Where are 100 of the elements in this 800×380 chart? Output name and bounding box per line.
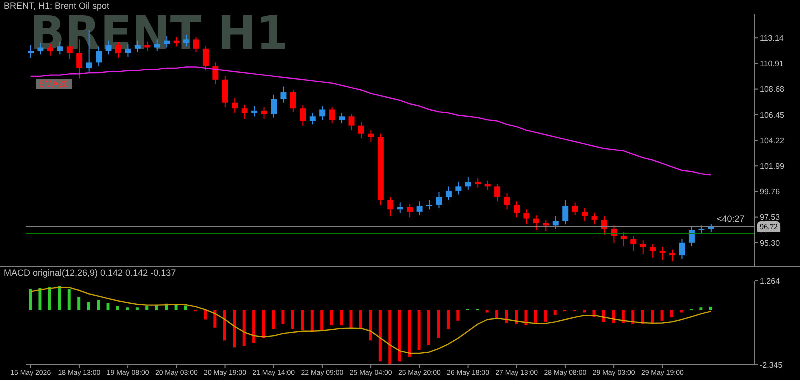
candlestick bbox=[184, 34, 190, 48]
bar bbox=[709, 306, 712, 310]
bar bbox=[223, 310, 226, 341]
candlestick bbox=[514, 201, 520, 218]
text: <40:27 bbox=[717, 214, 745, 224]
bar bbox=[378, 310, 382, 362]
bar bbox=[126, 308, 130, 310]
bar bbox=[428, 310, 431, 346]
bar bbox=[670, 310, 674, 318]
candlestick bbox=[222, 76, 228, 108]
y-tick-label: 106.45 bbox=[760, 110, 786, 120]
bar bbox=[48, 287, 52, 310]
y-tick-label: 99.76 bbox=[760, 188, 781, 197]
bar bbox=[262, 310, 266, 338]
y-tick-label: 1.264 bbox=[760, 276, 781, 286]
candlestick bbox=[290, 90, 296, 113]
bar bbox=[301, 310, 304, 330]
candlestick bbox=[436, 192, 442, 209]
bar bbox=[350, 310, 353, 328]
candlestick bbox=[388, 196, 394, 218]
bar bbox=[320, 310, 324, 330]
candlestick bbox=[620, 232, 627, 247]
bar bbox=[632, 310, 635, 324]
candlestick bbox=[494, 184, 501, 202]
y-tick-label: 108.68 bbox=[760, 85, 786, 94]
candlestick bbox=[630, 236, 637, 252]
candlestick bbox=[348, 114, 355, 131]
bar bbox=[418, 310, 421, 350]
candlestick bbox=[164, 36, 170, 48]
bar bbox=[87, 302, 90, 310]
candlestick bbox=[242, 104, 248, 120]
candlestick bbox=[407, 203, 414, 218]
bar bbox=[214, 310, 217, 328]
candlestick bbox=[688, 226, 695, 247]
candlestick bbox=[261, 106, 268, 120]
candlestick bbox=[310, 112, 316, 126]
bar bbox=[446, 310, 450, 330]
bar bbox=[58, 286, 62, 310]
bar bbox=[534, 310, 538, 324]
bar bbox=[340, 310, 344, 326]
bar bbox=[252, 310, 256, 344]
candlestick bbox=[552, 216, 559, 230]
candlestick bbox=[271, 94, 277, 118]
bar bbox=[291, 310, 294, 330]
bar bbox=[136, 308, 139, 310]
bar bbox=[437, 310, 440, 338]
annotation: SMA20 bbox=[36, 79, 72, 89]
candlestick bbox=[339, 112, 346, 124]
bar bbox=[233, 310, 236, 348]
candlestick bbox=[232, 98, 238, 114]
candlestick bbox=[640, 240, 646, 255]
bar bbox=[310, 310, 314, 332]
candlestick bbox=[368, 130, 374, 142]
candlestick bbox=[329, 106, 336, 124]
bar bbox=[272, 310, 275, 330]
y-tick-label: 95.30 bbox=[760, 238, 781, 248]
bar bbox=[651, 310, 654, 324]
bar bbox=[544, 310, 548, 322]
chart-title: MACD original(12,26,9) 0.142 0.142 -0.137 bbox=[4, 268, 176, 278]
bar bbox=[29, 289, 32, 310]
bar bbox=[408, 310, 412, 357]
bar bbox=[78, 297, 81, 310]
y-tick-label: 97.53 bbox=[760, 213, 781, 222]
bar bbox=[116, 306, 120, 310]
bar bbox=[106, 303, 110, 310]
bar bbox=[700, 308, 703, 310]
candlestick bbox=[446, 186, 452, 201]
y-tick-label: 113.14 bbox=[760, 34, 784, 43]
bar bbox=[456, 310, 460, 321]
candlestick bbox=[504, 193, 510, 210]
bar bbox=[204, 310, 207, 320]
chart-title: BRENT, H1: Brent Oil spot bbox=[4, 1, 110, 11]
candlestick bbox=[592, 212, 598, 226]
y-tick-label: 101.99 bbox=[760, 162, 786, 171]
candlestick bbox=[465, 176, 472, 191]
bar bbox=[524, 310, 528, 326]
bar bbox=[68, 289, 71, 310]
candlestick bbox=[572, 202, 578, 216]
candlestick bbox=[562, 200, 569, 226]
bar bbox=[388, 310, 392, 364]
y-tick-label: 110.91 bbox=[760, 60, 784, 69]
bar bbox=[641, 310, 644, 324]
candlestick bbox=[475, 178, 482, 188]
bar bbox=[38, 288, 42, 310]
candlestick bbox=[524, 209, 530, 226]
bar bbox=[97, 300, 100, 310]
candlestick bbox=[533, 214, 540, 231]
line-series bbox=[30, 66, 712, 176]
y-tick-label: -2.345 bbox=[760, 360, 784, 370]
bar bbox=[282, 310, 285, 324]
bar bbox=[242, 310, 246, 346]
bar bbox=[554, 310, 557, 316]
candlestick bbox=[202, 46, 209, 72]
line-series bbox=[30, 287, 712, 354]
bar bbox=[146, 306, 149, 310]
candlestick bbox=[650, 244, 656, 258]
y-tick-label: 104.22 bbox=[760, 136, 786, 146]
candlestick bbox=[280, 86, 287, 104]
bar bbox=[496, 310, 499, 319]
candlestick bbox=[320, 106, 326, 121]
